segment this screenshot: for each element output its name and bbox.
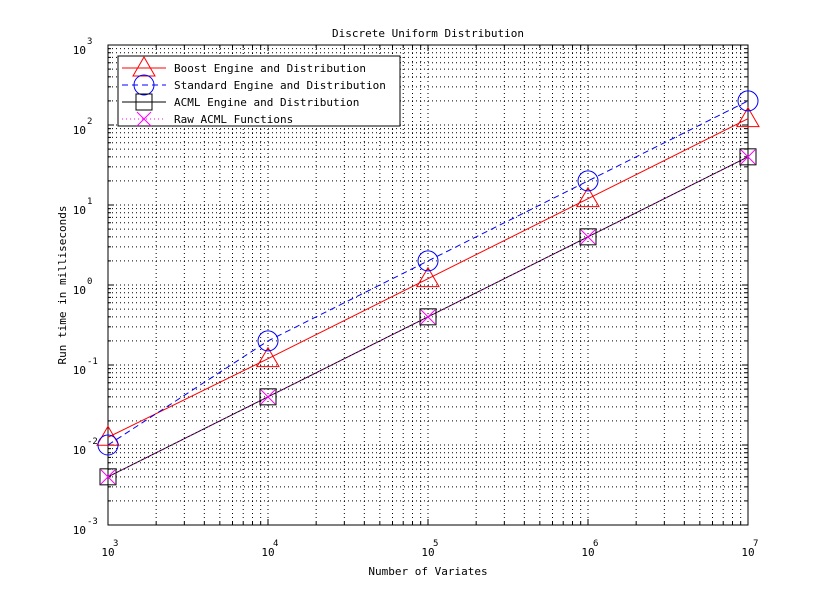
- y-tick-label-exponent: 3: [87, 37, 92, 47]
- data-point-circle: [417, 250, 439, 272]
- x-tick-label-base: 10: [421, 546, 434, 559]
- data-point-circle: [577, 170, 599, 192]
- legend-entry: Standard Engine and Distribution: [122, 74, 386, 96]
- series-x: [100, 149, 756, 485]
- y-axis-label: Run time in milliseconds: [56, 206, 69, 365]
- y-tick-label-base: 10: [73, 444, 86, 457]
- y-tick-label-exponent: 1: [87, 197, 92, 207]
- legend-marker: [132, 56, 156, 77]
- data-point-x: [420, 309, 436, 325]
- data-point-x: [260, 389, 276, 405]
- x-axis-label: Number of Variates: [368, 565, 487, 578]
- data-point-square: [579, 228, 597, 246]
- y-tick-label-base: 10: [73, 524, 86, 537]
- legend: Boost Engine and Distribution Standard En…: [117, 55, 401, 127]
- series-line: [107, 118, 749, 438]
- series-line: [107, 156, 749, 478]
- data-point-square: [259, 388, 277, 406]
- data-point-circle: [257, 330, 279, 352]
- data-point-circle: [97, 434, 119, 456]
- data-point-triangle: [576, 186, 600, 208]
- y-tick-label-base: 10: [73, 284, 86, 297]
- data-point-square: [419, 308, 437, 326]
- data-point-x: [740, 149, 756, 165]
- series-triangle: [96, 106, 760, 446]
- legend-marker: [136, 111, 152, 127]
- data-point-triangle: [256, 346, 280, 368]
- y-tick-label-exponent: -3: [87, 517, 98, 527]
- y-tick-label-base: 10: [73, 44, 86, 57]
- data-point-triangle: [96, 425, 120, 446]
- legend-marker: [133, 74, 155, 96]
- legend-label: Standard Engine and Distribution: [174, 79, 386, 92]
- data-point-triangle: [416, 266, 440, 288]
- y-tick-label-exponent: 0: [87, 277, 92, 287]
- data-point-square: [739, 148, 757, 166]
- y-tick-label-exponent: -1: [87, 357, 98, 367]
- legend-marker: [135, 93, 153, 111]
- data-point-square: [99, 468, 117, 486]
- x-tick-label-base: 10: [741, 546, 754, 559]
- legend-entry: Boost Engine and Distribution: [122, 56, 366, 77]
- x-tick-label-exponent: 4: [273, 539, 278, 549]
- y-tick-label-base: 10: [73, 364, 86, 377]
- chart-title: Discrete Uniform Distribution: [332, 27, 524, 40]
- data-point-x: [580, 229, 596, 245]
- y-tick-label-exponent: -2: [87, 437, 98, 447]
- series-circle: [97, 90, 759, 456]
- y-tick-label-base: 10: [73, 204, 86, 217]
- x-tick-label-exponent: 6: [593, 539, 598, 549]
- x-tick-label-exponent: 5: [433, 539, 438, 549]
- legend-label: Raw ACML Functions: [174, 113, 293, 126]
- x-tick-label-exponent: 3: [113, 539, 118, 549]
- data-point-triangle: [736, 106, 760, 128]
- x-tick-label-base: 10: [261, 546, 274, 559]
- x-tick-label-exponent: 7: [753, 539, 758, 549]
- x-tick-label-base: 10: [581, 546, 594, 559]
- legend-label: Boost Engine and Distribution: [174, 62, 366, 75]
- legend-entry: Raw ACML Functions: [122, 111, 293, 127]
- data-point-circle: [737, 90, 759, 112]
- x-tick-label-base: 10: [101, 546, 114, 559]
- legend-entry: ACML Engine and Distribution: [122, 93, 359, 111]
- legend-label: ACML Engine and Distribution: [174, 96, 359, 109]
- data-point-x: [100, 469, 116, 485]
- series-layer: [96, 90, 760, 486]
- y-tick-label-base: 10: [73, 124, 86, 137]
- y-tick-label-exponent: 2: [87, 117, 92, 127]
